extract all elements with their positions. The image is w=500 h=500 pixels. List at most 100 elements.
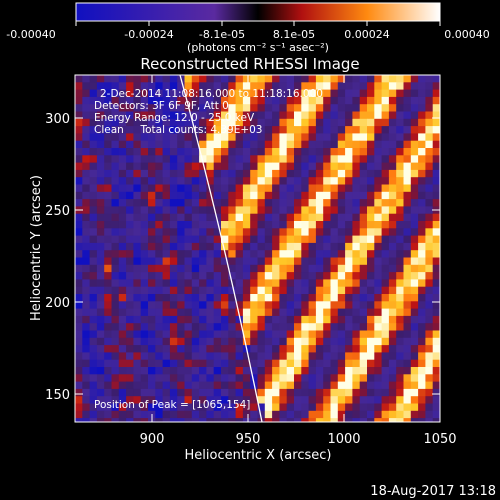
image-pixel — [89, 162, 98, 171]
image-pixel — [96, 396, 105, 404]
image-pixel — [177, 199, 185, 207]
image-pixel — [250, 279, 258, 288]
image-pixel — [308, 374, 317, 382]
image-pixel — [140, 155, 149, 163]
image-pixel — [111, 206, 120, 215]
image-pixel — [184, 352, 193, 361]
image-pixel — [133, 242, 142, 251]
image-pixel — [221, 162, 229, 171]
image-pixel — [242, 235, 251, 244]
image-pixel — [388, 118, 397, 127]
image-pixel — [359, 148, 368, 156]
image-pixel — [177, 235, 185, 244]
image-pixel — [133, 359, 142, 368]
image-pixel — [425, 301, 434, 309]
image-pixel — [96, 286, 105, 295]
image-pixel — [388, 308, 397, 317]
image-pixel — [381, 155, 390, 163]
image-pixel — [301, 264, 309, 273]
image-pixel — [75, 396, 83, 404]
image-pixel — [315, 177, 324, 185]
image-pixel — [155, 213, 163, 222]
image-pixel — [432, 410, 440, 419]
image-pixel — [403, 301, 412, 309]
image-pixel — [257, 308, 266, 317]
image-pixel — [235, 359, 244, 368]
image-pixel — [286, 133, 295, 142]
image-pixel — [381, 359, 390, 368]
image-pixel — [279, 148, 288, 156]
image-pixel — [111, 169, 120, 178]
image-pixel — [418, 104, 426, 112]
image-pixel — [330, 301, 339, 309]
image-pixel — [396, 396, 404, 404]
image-pixel — [425, 403, 434, 412]
image-pixel — [286, 396, 295, 404]
image-pixel — [410, 75, 419, 83]
image-pixel — [169, 294, 178, 302]
image-pixel — [104, 381, 112, 390]
image-pixel — [242, 184, 251, 193]
image-pixel — [89, 250, 98, 258]
image-pixel — [155, 177, 163, 185]
image-pixel — [367, 177, 375, 185]
image-pixel — [374, 104, 382, 112]
image-pixel — [352, 257, 361, 266]
image-pixel — [301, 191, 309, 200]
image-pixel — [279, 374, 288, 382]
image-pixel — [432, 104, 440, 112]
image-pixel — [162, 82, 171, 90]
image-pixel — [199, 96, 207, 105]
image-pixel — [279, 308, 288, 317]
image-pixel — [345, 294, 353, 302]
image-pixel — [410, 410, 419, 419]
image-pixel — [323, 396, 331, 404]
image-pixel — [403, 242, 412, 251]
image-pixel — [345, 403, 353, 412]
image-pixel — [425, 352, 434, 361]
image-pixel — [82, 264, 90, 273]
image-pixel — [126, 323, 134, 331]
image-pixel — [133, 381, 142, 390]
image-pixel — [140, 388, 149, 397]
image-pixel — [432, 315, 440, 324]
image-pixel — [367, 279, 375, 288]
image-pixel — [177, 155, 185, 163]
image-pixel — [367, 367, 375, 375]
image-pixel — [191, 294, 200, 302]
image-pixel — [381, 315, 390, 324]
image-pixel — [221, 104, 229, 112]
image-pixel — [264, 96, 273, 105]
image-pixel — [191, 250, 200, 258]
image-pixel — [337, 272, 346, 280]
image-pixel — [257, 96, 266, 105]
image-pixel — [367, 410, 375, 419]
image-pixel — [250, 257, 258, 266]
image-pixel — [374, 118, 382, 127]
image-pixel — [148, 148, 156, 156]
image-pixel — [133, 286, 142, 295]
image-pixel — [367, 374, 375, 382]
image-pixel — [388, 89, 397, 98]
image-pixel — [330, 221, 339, 229]
image-pixel — [118, 396, 127, 404]
image-pixel — [418, 126, 426, 134]
image-pixel — [396, 323, 404, 331]
image-pixel — [184, 75, 193, 83]
image-pixel — [323, 359, 331, 368]
image-pixel — [286, 162, 295, 171]
image-pixel — [118, 410, 127, 419]
image-pixel — [323, 242, 331, 251]
image-pixel — [75, 279, 83, 288]
image-pixel — [337, 337, 346, 346]
image-pixel — [235, 374, 244, 382]
image-pixel — [89, 294, 98, 302]
image-pixel — [345, 264, 353, 273]
image-pixel — [388, 126, 397, 134]
image-pixel — [213, 257, 222, 266]
image-pixel — [250, 169, 258, 178]
image-pixel — [111, 111, 120, 120]
image-pixel — [403, 111, 412, 120]
image-pixel — [418, 235, 426, 244]
image-pixel — [367, 228, 375, 236]
